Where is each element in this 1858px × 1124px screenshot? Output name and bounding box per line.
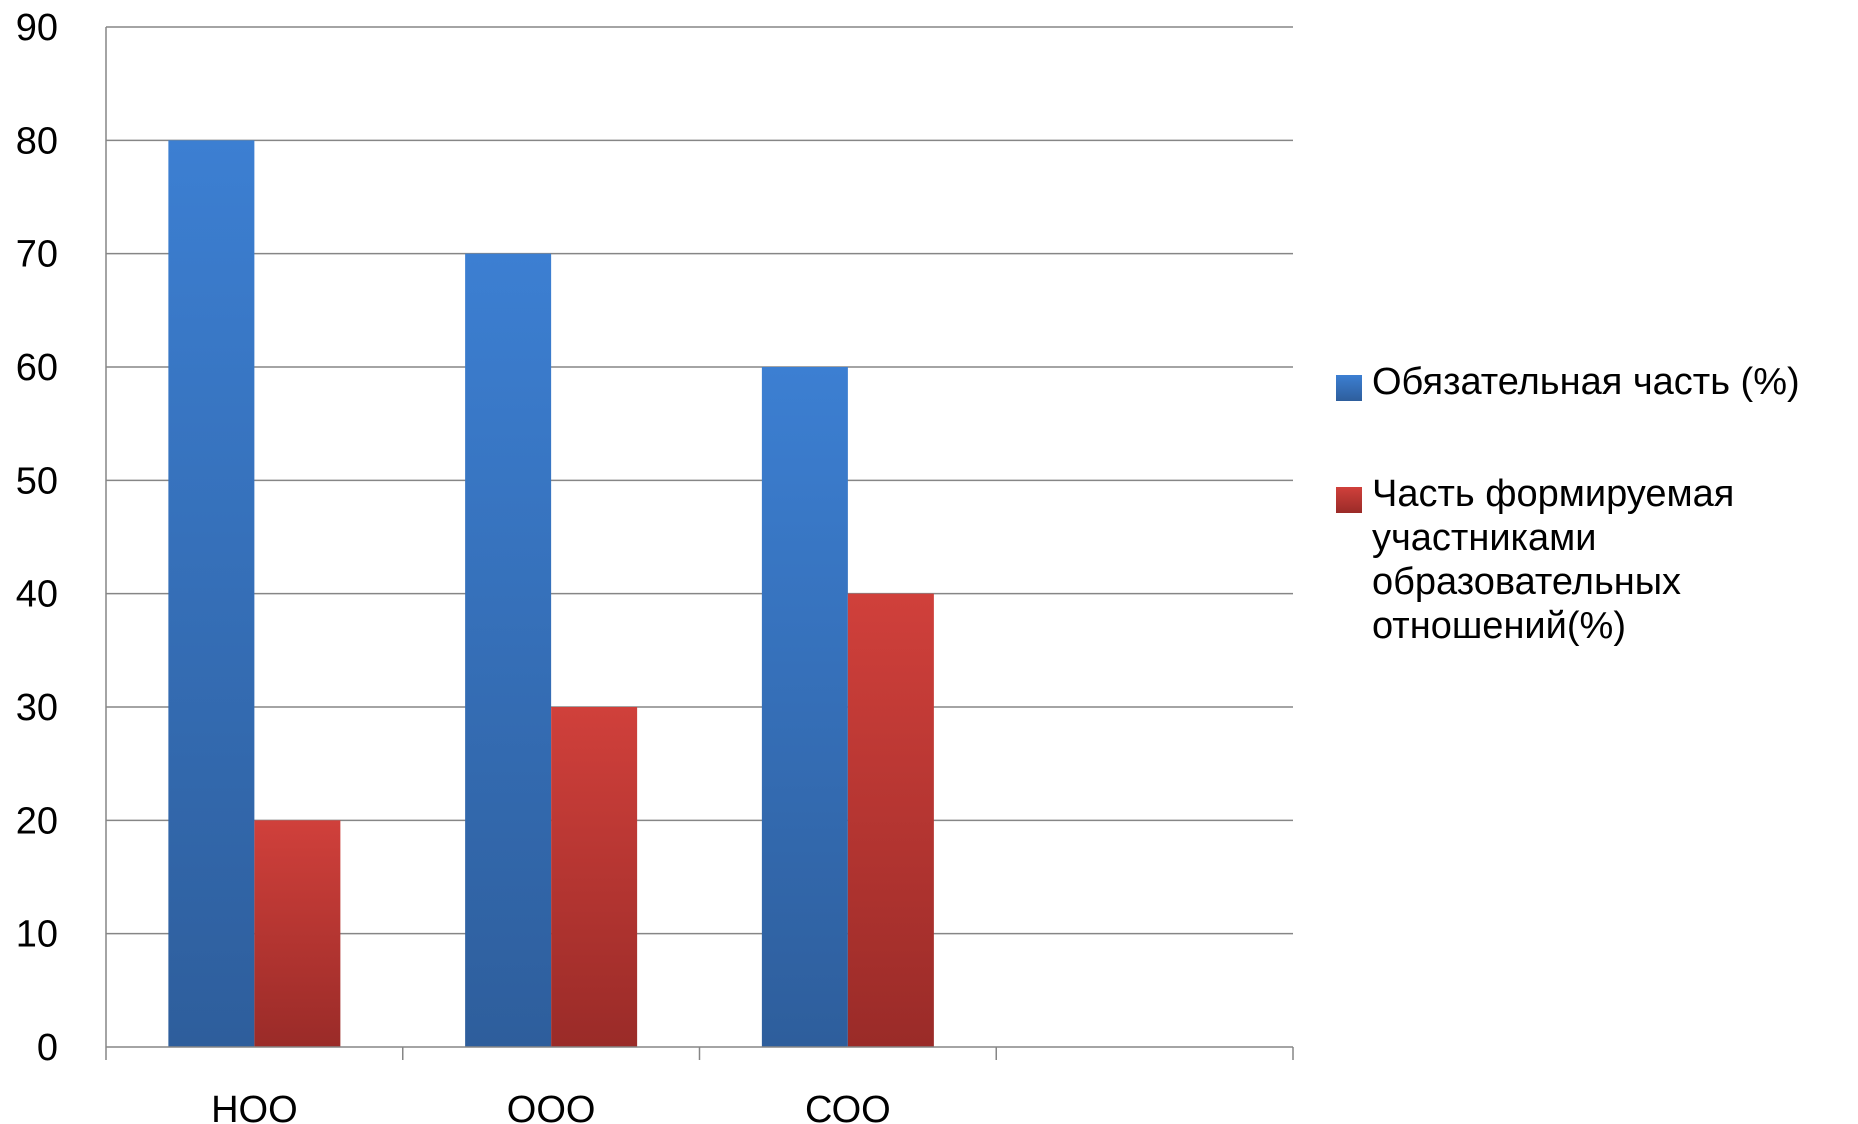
legend-label-series-1: Обязательная часть (%) (1372, 361, 1800, 403)
bar-2-1 (254, 820, 341, 1047)
y-tick-label: 40 (16, 574, 58, 616)
legend: Обязательная часть (%) Часть формируемая… (1336, 360, 1856, 716)
x-tick-label: НОО (211, 1089, 298, 1124)
y-tick-label: 20 (16, 800, 58, 842)
bar-1-2 (465, 253, 552, 1047)
legend-label-series-2: Часть формируемая участниками образовате… (1372, 473, 1735, 647)
bar-1-3 (761, 367, 848, 1047)
y-tick-label: 60 (16, 347, 58, 389)
y-tick-label: 0 (37, 1027, 58, 1069)
bar-1-1 (168, 140, 255, 1048)
bar-2-2 (551, 707, 638, 1047)
gridlines (106, 26, 1293, 935)
y-tick-label: 80 (16, 120, 58, 162)
x-tick-label: СОО (805, 1089, 891, 1124)
axes (105, 27, 1294, 1060)
tick-labels: 0 10 20 30 40 50 60 70 80 90 НОО ООО СОО (16, 7, 891, 1124)
y-tick-label: 70 (16, 234, 58, 276)
y-tick-label: 90 (16, 7, 58, 49)
y-tick-label: 50 (16, 460, 58, 502)
bar-2-3 (847, 593, 934, 1047)
y-tick-label: 10 (16, 914, 58, 956)
legend-swatch-series-1 (1336, 375, 1362, 401)
x-tick-label: ООО (507, 1089, 596, 1124)
legend-item-series-1: Обязательная часть (%) (1336, 360, 1856, 404)
legend-swatch-series-2 (1336, 487, 1362, 513)
bars (168, 140, 934, 1048)
y-tick-label: 30 (16, 687, 58, 729)
legend-item-series-2: Часть формируемая участниками образовате… (1336, 472, 1856, 648)
